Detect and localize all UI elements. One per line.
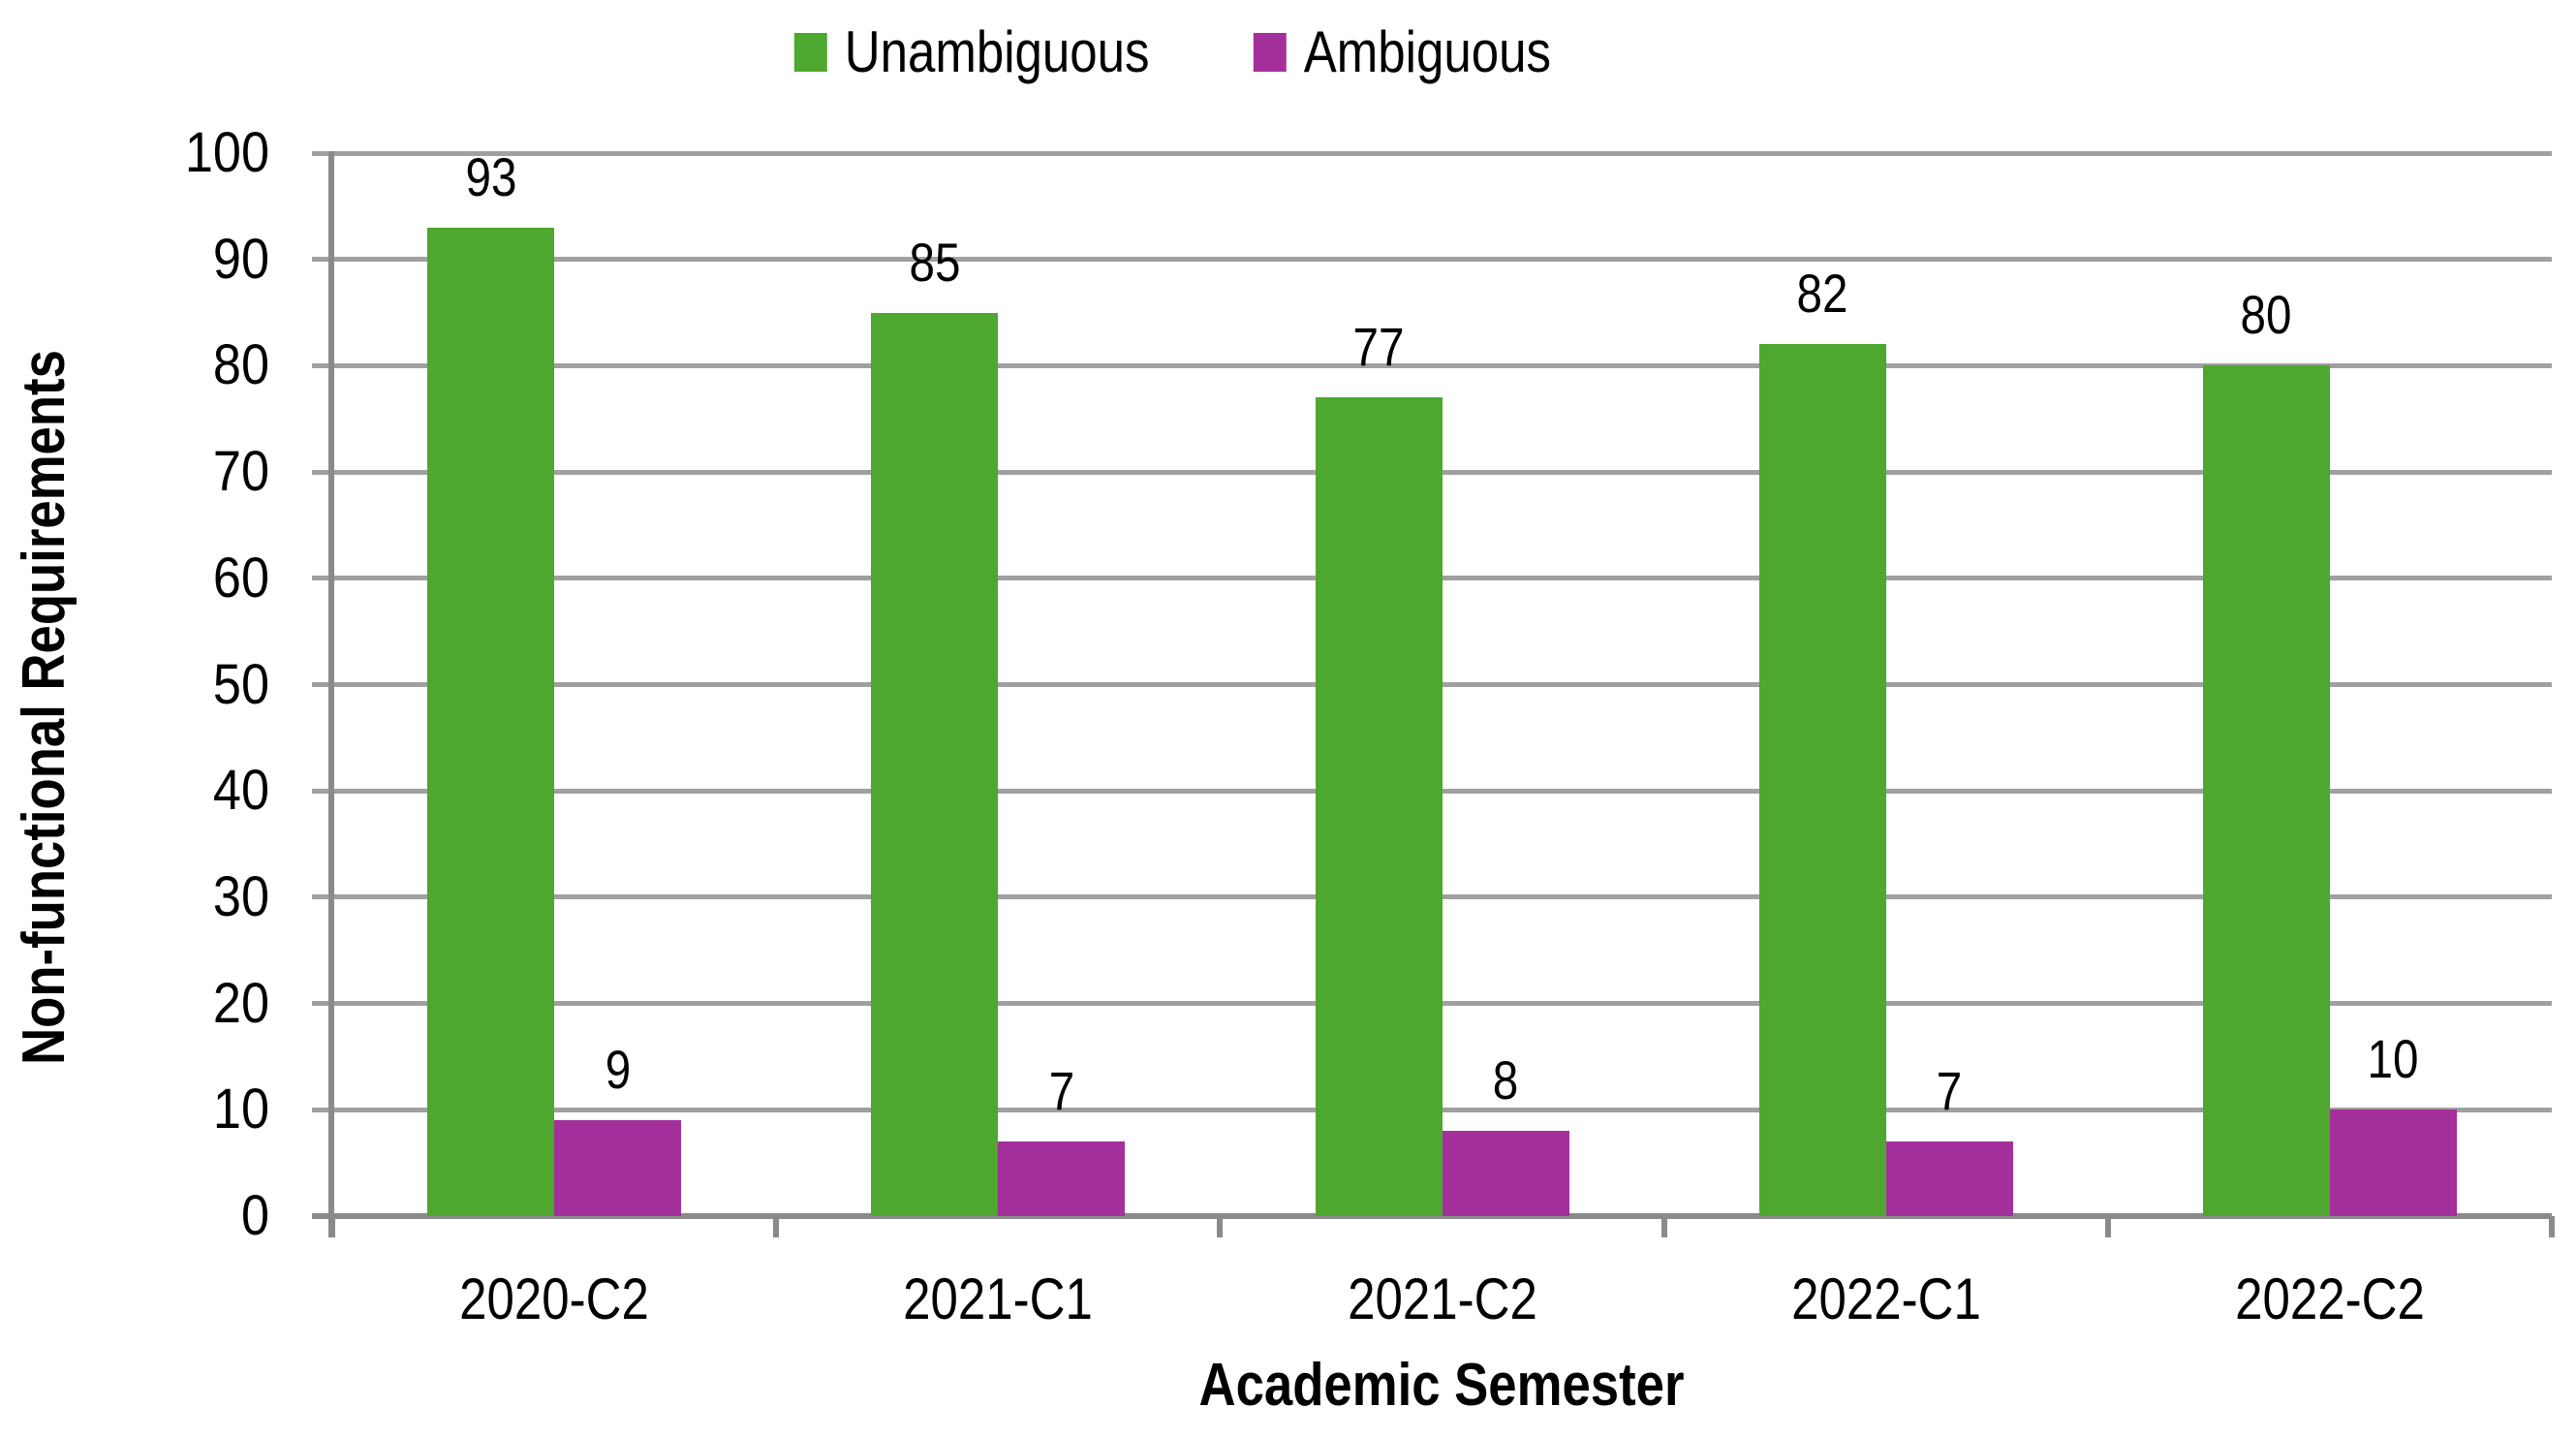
bar-ambiguous-2022-c1 [1885,1141,2013,1216]
bar-value-label: 85 [909,231,961,293]
x-axis-tick [1217,1216,1224,1237]
legend-swatch-ambiguous [1254,33,1288,72]
bar-value-label: 7 [1048,1060,1075,1122]
y-tick-label: 100 [184,121,269,184]
x-category-label: 2021-C1 [903,1266,1094,1331]
y-tick-label: 40 [212,759,269,823]
y-axis-line [328,151,334,1237]
x-category-label: 2020-C2 [459,1266,649,1331]
x-axis-tick [2104,1216,2111,1237]
y-tick-label: 20 [212,971,269,1035]
bar-ambiguous-2021-c2 [1442,1131,1569,1216]
legend-item-ambiguous: Ambiguous [1254,23,1595,81]
bar-value-label: 82 [1796,263,1848,325]
legend-label: Ambiguous [1304,19,1552,84]
legend-item-unambiguous: Unambiguous [793,19,1203,84]
legend-label: Unambiguous [844,19,1150,84]
y-tick-label: 60 [212,546,269,610]
y-tick-label: 50 [212,652,269,716]
x-axis-tick [1660,1216,1667,1237]
plot-area: 93 85 77 82 80 9 7 8 7 10 [312,145,2555,1237]
y-tick-label: 30 [212,864,269,928]
gridline [312,150,2552,156]
x-category-label: 2022-C2 [2235,1266,2425,1331]
x-axis-tick [773,1216,780,1237]
bar-ambiguous-2020-c2 [554,1120,682,1216]
y-tick-label: 70 [212,440,269,504]
bar-unambiguous-2020-c2 [427,227,555,1216]
y-tick-label: 0 [240,1184,269,1247]
y-tick-label: 10 [212,1078,269,1141]
x-axis-tick [2549,1216,2555,1237]
bar-unambiguous-2022-c1 [1758,344,1886,1216]
bar-value-label: 10 [2367,1028,2419,1090]
bar-value-label: 8 [1492,1049,1519,1111]
y-tick-label: 90 [212,227,269,291]
x-category-label: 2021-C2 [1347,1266,1537,1331]
bar-ambiguous-2021-c1 [998,1141,1126,1216]
chart-legend: Unambiguous Ambiguous [793,19,1595,84]
bar-unambiguous-2021-c1 [871,312,999,1216]
legend-swatch-unambiguous [793,33,827,72]
bar-unambiguous-2021-c2 [1315,397,1443,1216]
bar-value-label: 9 [605,1039,631,1101]
y-tick-label: 80 [212,333,269,397]
bar-value-label: 80 [2240,284,2292,346]
gridline [312,362,2552,368]
bar-unambiguous-2022-c2 [2202,365,2330,1216]
bar-value-label: 7 [1936,1060,1963,1122]
x-axis-line [312,1213,2552,1219]
bar-value-label: 77 [1352,316,1405,378]
x-category-label: 2022-C1 [1790,1266,1981,1331]
bar-value-label: 93 [465,145,517,207]
gridline [312,257,2552,263]
x-axis-title: Academic Semester [1198,1352,1685,1419]
bar-ambiguous-2022-c2 [2329,1110,2457,1216]
x-axis-tick [329,1216,335,1237]
